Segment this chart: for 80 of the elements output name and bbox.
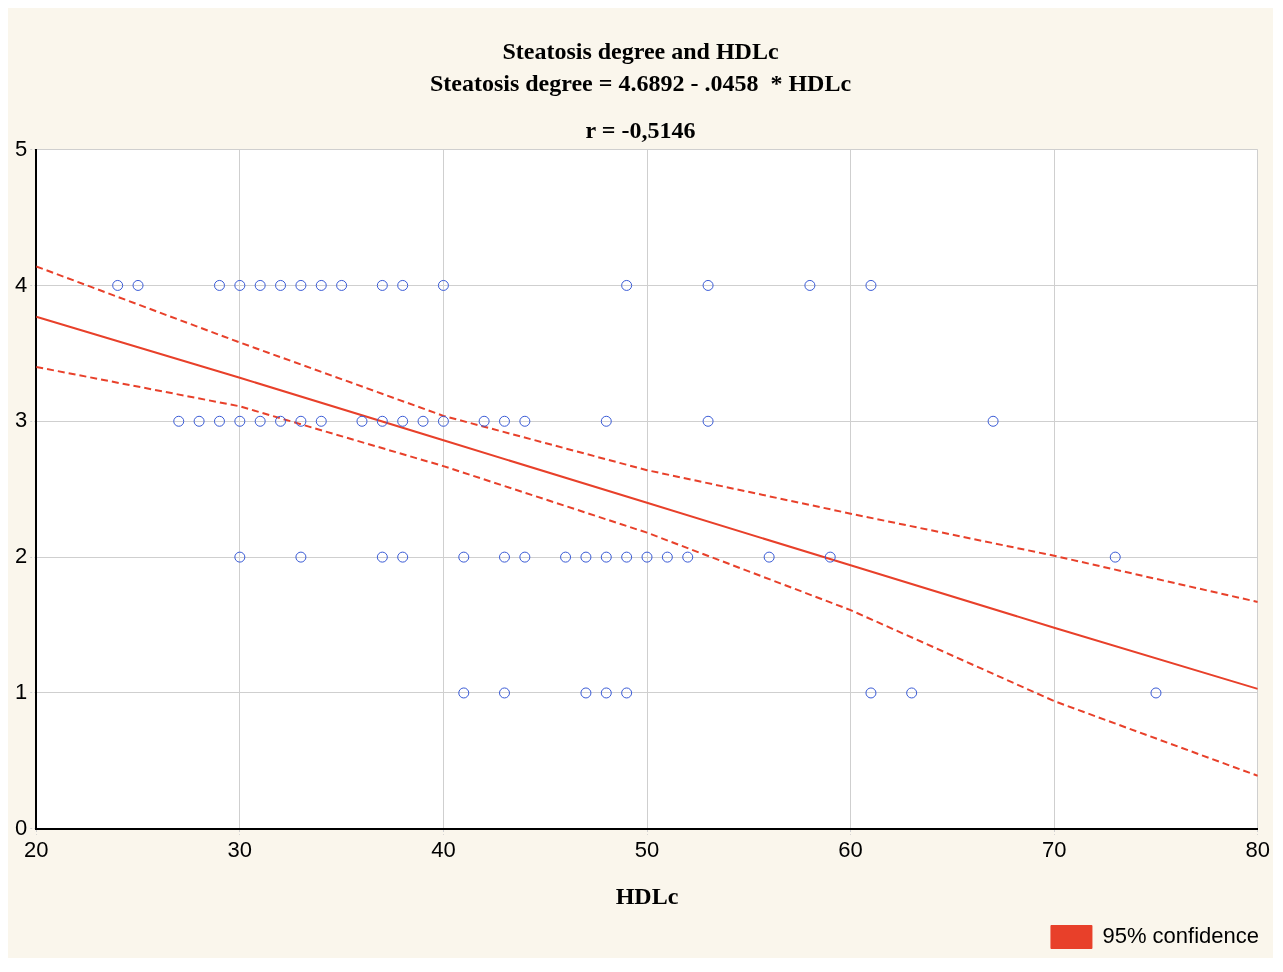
point [112,279,124,291]
point [498,551,510,563]
point [295,551,307,563]
point [498,687,510,699]
y-tick-label: 0 [14,814,28,840]
point [356,415,368,427]
text: r = -0,5146 [585,116,696,143]
point [295,279,307,291]
point [275,415,287,427]
x-tick-label: 40 [431,837,456,863]
legend-label: 95% confidence [1102,923,1260,949]
point [397,279,409,291]
point [234,279,246,291]
point [315,415,327,427]
point [824,551,836,563]
point [865,279,877,291]
point [661,551,673,563]
point [173,415,185,427]
point [376,551,388,563]
point [376,279,388,291]
x-tick-label: 50 [634,837,660,863]
x-tick-label: 70 [1041,837,1067,863]
y-tick-label: 2 [14,543,28,569]
y-tick-label: 1 [14,679,28,705]
point [865,687,877,699]
point [560,551,572,563]
chart-subtitle: Steatosis degree = 4.6892 - .0458 * HDLc [429,70,852,97]
x-axis-title: HDLc [615,882,679,909]
point [458,687,470,699]
point [193,415,205,427]
point [234,551,246,563]
point [641,551,653,563]
line-series [36,365,1258,777]
x-tick-label: 30 [227,837,253,863]
point [906,687,918,699]
point [213,279,225,291]
point [682,551,694,563]
x-tick-label: 80 [1245,837,1271,863]
y-tick-label: 5 [14,135,28,161]
x-tick-label: 20 [23,837,49,863]
point [437,279,449,291]
point [580,687,592,699]
point [519,551,531,563]
point [498,415,510,427]
point [234,415,246,427]
point [621,687,633,699]
point [1109,551,1121,563]
point [987,415,999,427]
point [763,551,775,563]
point [254,415,266,427]
point [804,279,816,291]
x-tick-label: 60 [838,837,863,863]
point [702,279,714,291]
chart-title: Steatosis degree and HDLc [502,37,779,64]
point [315,279,327,291]
point [397,415,409,427]
point [621,279,633,291]
point [132,279,144,291]
point [702,415,714,427]
point [254,279,266,291]
point [376,415,388,427]
y-tick-label: 4 [14,271,28,297]
point [437,415,449,427]
point [519,415,531,427]
point [600,415,612,427]
point [295,415,307,427]
point [458,551,470,563]
point [600,687,612,699]
point [478,415,490,427]
point [621,551,633,563]
point [275,279,287,291]
point [336,279,348,291]
point [213,415,225,427]
point [580,551,592,563]
point [397,551,409,563]
point [1150,687,1162,699]
point [600,551,612,563]
line-series [36,265,1258,603]
point [417,415,429,427]
y-tick-label: 3 [14,407,28,433]
